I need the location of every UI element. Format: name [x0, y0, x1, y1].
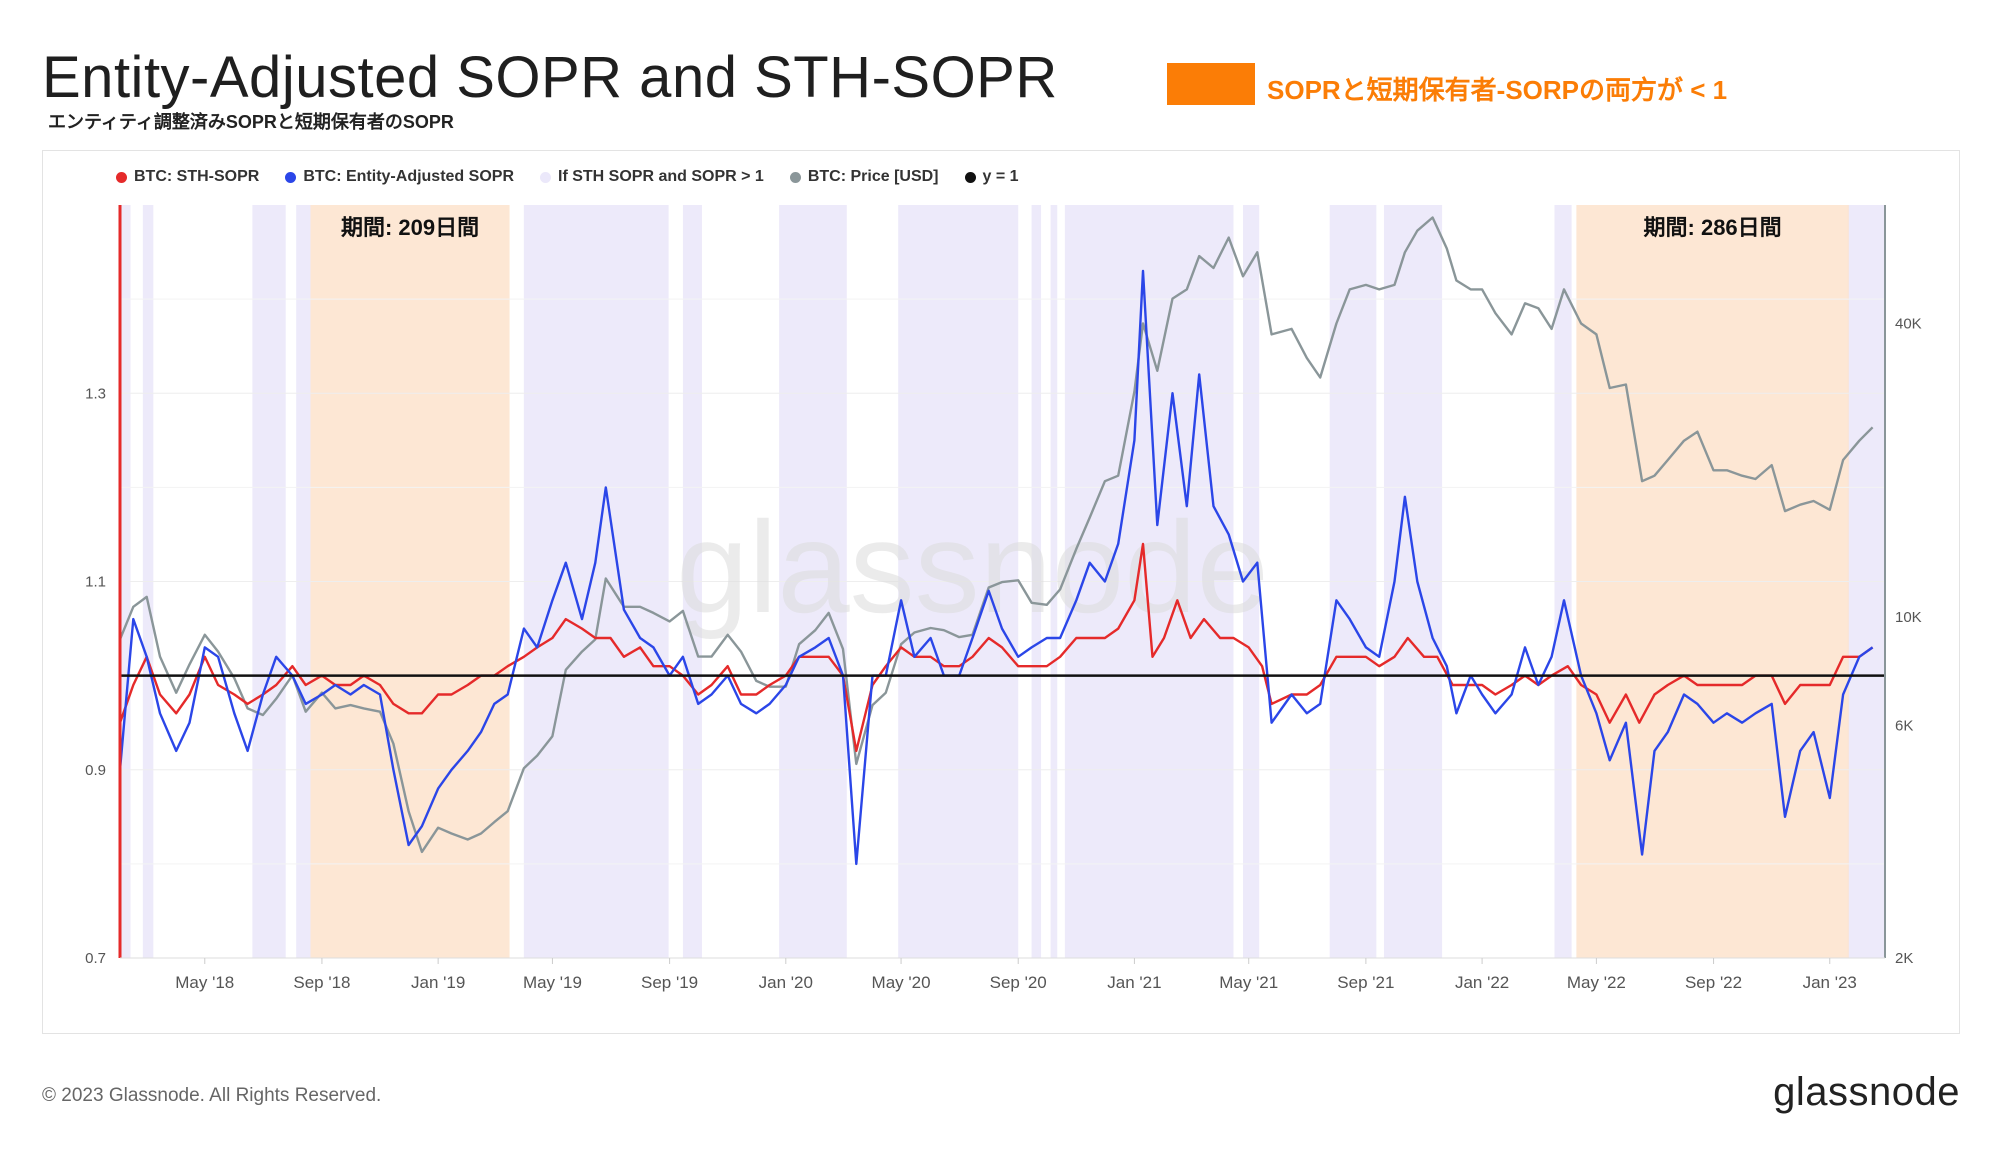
chart-panel — [42, 150, 1960, 1034]
page-subtitle: エンティティ調整済みSOPRと短期保有者のSOPR — [48, 112, 454, 132]
legend-label: BTC: STH-SOPR — [134, 168, 260, 185]
legend-swatch — [116, 171, 127, 183]
series-line — [118, 216, 1874, 854]
x-tick-label: Sep '21 — [1337, 973, 1394, 992]
highlight-period-label: 期間: 286日間 — [1644, 215, 1782, 240]
copyright-text: © 2023 Glassnode. All Rights Reserved. — [42, 1085, 382, 1106]
legend-label: BTC: Entity-Adjusted SOPR — [303, 168, 514, 185]
x-tick-label: Jan '23 — [1803, 973, 1857, 992]
watermark: glassnode — [676, 494, 1269, 640]
x-tick-label: Jan '20 — [759, 973, 813, 992]
x-tick-label: Sep '20 — [990, 973, 1047, 992]
y-left-tick-label: 1.1 — [85, 574, 106, 591]
legend-swatch — [540, 171, 551, 183]
legend-label: y = 1 — [982, 168, 1019, 185]
x-tick-label: Jan '22 — [1455, 973, 1509, 992]
x-tick-label: Jan '21 — [1107, 973, 1161, 992]
highlight-key-label: SOPRと短期保有者-SORPの両方が < 1 — [1267, 75, 1728, 105]
x-tick-label: May '22 — [1567, 973, 1626, 992]
legend-item-both-above-one[interactable]: If STH SOPR and SOPR > 1 — [540, 168, 764, 186]
series-line — [118, 269, 1874, 866]
y-right-tick-label: 2K — [1895, 950, 1913, 967]
legend-item-entity-sopr[interactable]: BTC: Entity-Adjusted SOPR — [285, 168, 514, 186]
legend-swatch — [789, 171, 801, 183]
y-right-tick-label: 6K — [1895, 717, 1913, 734]
legend-item-y-equals-one[interactable]: y = 1 — [964, 168, 1019, 186]
brand-logo: glassnode — [1773, 1070, 1960, 1114]
highlight-key-swatch — [1167, 63, 1255, 105]
y-left-tick-label: 1.3 — [85, 385, 106, 402]
x-tick-label: May '18 — [175, 973, 234, 992]
legend-label: If STH SOPR and SOPR > 1 — [558, 168, 764, 185]
legend-label: BTC: Price [USD] — [807, 168, 939, 185]
highlight-period-label: 期間: 209日間 — [341, 215, 479, 240]
legend-item-price[interactable]: BTC: Price [USD] — [789, 168, 939, 186]
legend-swatch — [964, 171, 976, 183]
y-left-tick-label: 0.7 — [85, 950, 106, 967]
y-right-tick-label: 10K — [1895, 609, 1922, 626]
x-tick-label: May '21 — [1219, 973, 1278, 992]
x-tick-label: Sep '22 — [1685, 973, 1742, 992]
legend-item-sth-sopr[interactable]: BTC: STH-SOPR — [116, 168, 259, 186]
y-right-tick-label: 40K — [1895, 316, 1922, 333]
x-tick-label: Sep '19 — [641, 973, 698, 992]
legend-swatch — [285, 171, 297, 183]
chart-legend: BTC: STH-SOPR BTC: Entity-Adjusted SOPR … — [116, 168, 1019, 186]
x-tick-label: May '20 — [872, 973, 931, 992]
series-line — [118, 542, 1874, 753]
y-left-tick-label: 0.9 — [85, 762, 106, 779]
x-tick-label: Jan '19 — [411, 973, 465, 992]
x-tick-label: May '19 — [523, 973, 582, 992]
x-tick-label: Sep '18 — [293, 973, 350, 992]
page-title: Entity-Adjusted SOPR and STH-SOPR — [42, 45, 1058, 110]
